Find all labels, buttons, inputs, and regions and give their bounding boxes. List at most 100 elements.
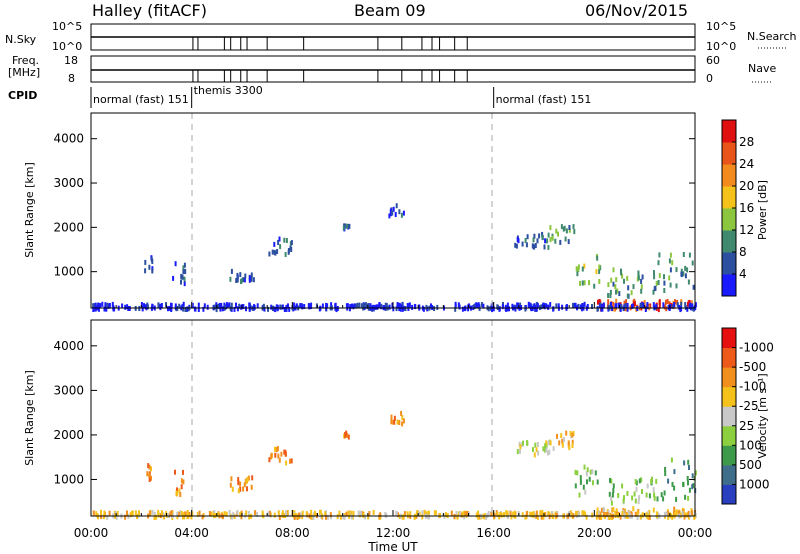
data-cell bbox=[182, 269, 185, 275]
data-cell bbox=[615, 511, 618, 517]
data-cell bbox=[235, 302, 237, 308]
data-cell bbox=[598, 298, 601, 304]
colorbar-tick-label: 1000 bbox=[739, 477, 770, 491]
data-cell bbox=[228, 302, 231, 308]
time-axis-label: Time UT bbox=[367, 540, 418, 554]
data-cell bbox=[680, 306, 683, 312]
data-cell bbox=[353, 303, 356, 309]
data-cell bbox=[236, 277, 239, 283]
data-cell bbox=[570, 512, 573, 518]
data-cell bbox=[177, 511, 180, 517]
data-cell bbox=[663, 490, 666, 496]
data-cell bbox=[270, 304, 273, 310]
data-cell bbox=[179, 492, 182, 498]
data-cell bbox=[694, 470, 697, 476]
data-cell bbox=[585, 471, 588, 477]
data-cell bbox=[571, 439, 574, 445]
data-cell bbox=[573, 229, 576, 235]
data-cell bbox=[487, 306, 490, 312]
data-cell bbox=[642, 302, 645, 308]
data-cell bbox=[367, 514, 370, 520]
data-cell bbox=[277, 510, 280, 516]
data-cell bbox=[315, 303, 318, 309]
data-cell bbox=[180, 273, 183, 279]
data-cell bbox=[514, 242, 517, 248]
data-cell bbox=[680, 268, 683, 274]
data-cell bbox=[116, 511, 119, 516]
data-cell bbox=[615, 298, 618, 304]
data-cell bbox=[170, 510, 173, 516]
data-cell bbox=[242, 486, 245, 492]
colorbar-band bbox=[722, 484, 736, 505]
data-cell bbox=[496, 512, 499, 518]
data-cell bbox=[595, 269, 598, 275]
data-cell bbox=[598, 514, 601, 520]
data-cell bbox=[640, 303, 643, 309]
data-cell bbox=[646, 483, 649, 489]
data-cell bbox=[607, 293, 610, 298]
data-cell bbox=[596, 306, 599, 312]
data-cell bbox=[94, 306, 97, 312]
data-cell bbox=[532, 237, 535, 243]
data-cell bbox=[284, 451, 287, 457]
data-cell bbox=[225, 511, 228, 517]
data-cell bbox=[213, 510, 216, 515]
data-cell bbox=[640, 284, 643, 290]
data-cell bbox=[240, 514, 243, 520]
data-cell bbox=[492, 306, 495, 312]
data-cell bbox=[685, 512, 688, 518]
data-cell bbox=[634, 511, 637, 517]
data-cell bbox=[246, 476, 249, 482]
data-cell bbox=[673, 302, 676, 307]
y-tick-label: 1000 bbox=[53, 265, 84, 279]
data-cell bbox=[278, 515, 281, 521]
data-cell bbox=[570, 433, 573, 439]
data-cell bbox=[610, 277, 613, 283]
data-cell bbox=[608, 514, 611, 520]
data-cell bbox=[421, 514, 424, 520]
data-cell bbox=[688, 512, 691, 518]
nsky-tick-high: 10^5 bbox=[52, 20, 82, 33]
data-cell bbox=[688, 299, 691, 305]
data-cell bbox=[555, 228, 558, 234]
colorbar-tick-label: -500 bbox=[739, 360, 766, 374]
data-cell bbox=[281, 510, 284, 516]
data-cell bbox=[281, 304, 284, 310]
data-cell bbox=[357, 510, 360, 516]
data-cell bbox=[686, 512, 689, 518]
data-cell bbox=[414, 304, 417, 310]
data-cell bbox=[183, 276, 186, 282]
data-cell bbox=[627, 285, 630, 291]
data-cell bbox=[641, 512, 644, 518]
data-cell bbox=[671, 260, 674, 266]
data-cell bbox=[197, 302, 200, 308]
data-cell bbox=[636, 510, 639, 516]
data-cell bbox=[157, 302, 160, 308]
data-cell bbox=[402, 418, 405, 424]
data-cell bbox=[201, 514, 204, 520]
data-cell bbox=[240, 304, 243, 310]
data-cell bbox=[349, 304, 352, 310]
data-cell bbox=[609, 514, 612, 520]
data-cell bbox=[226, 303, 229, 309]
data-cell bbox=[600, 515, 603, 520]
data-cell bbox=[597, 299, 599, 305]
data-cell bbox=[221, 306, 224, 312]
data-cell bbox=[243, 277, 246, 283]
data-cell bbox=[625, 299, 628, 305]
data-cell bbox=[641, 489, 643, 494]
data-cell bbox=[562, 437, 565, 443]
data-cell bbox=[694, 302, 697, 308]
data-cell bbox=[360, 303, 363, 309]
data-cell bbox=[277, 240, 280, 245]
data-cell bbox=[93, 303, 96, 309]
data-cell bbox=[256, 303, 259, 309]
data-cell bbox=[491, 307, 493, 313]
data-cell bbox=[572, 224, 575, 230]
data-cell bbox=[542, 446, 545, 452]
data-cell bbox=[239, 511, 242, 517]
data-cell bbox=[687, 301, 689, 307]
data-cell bbox=[667, 514, 670, 520]
data-cell bbox=[180, 484, 183, 490]
data-cell bbox=[645, 492, 648, 498]
